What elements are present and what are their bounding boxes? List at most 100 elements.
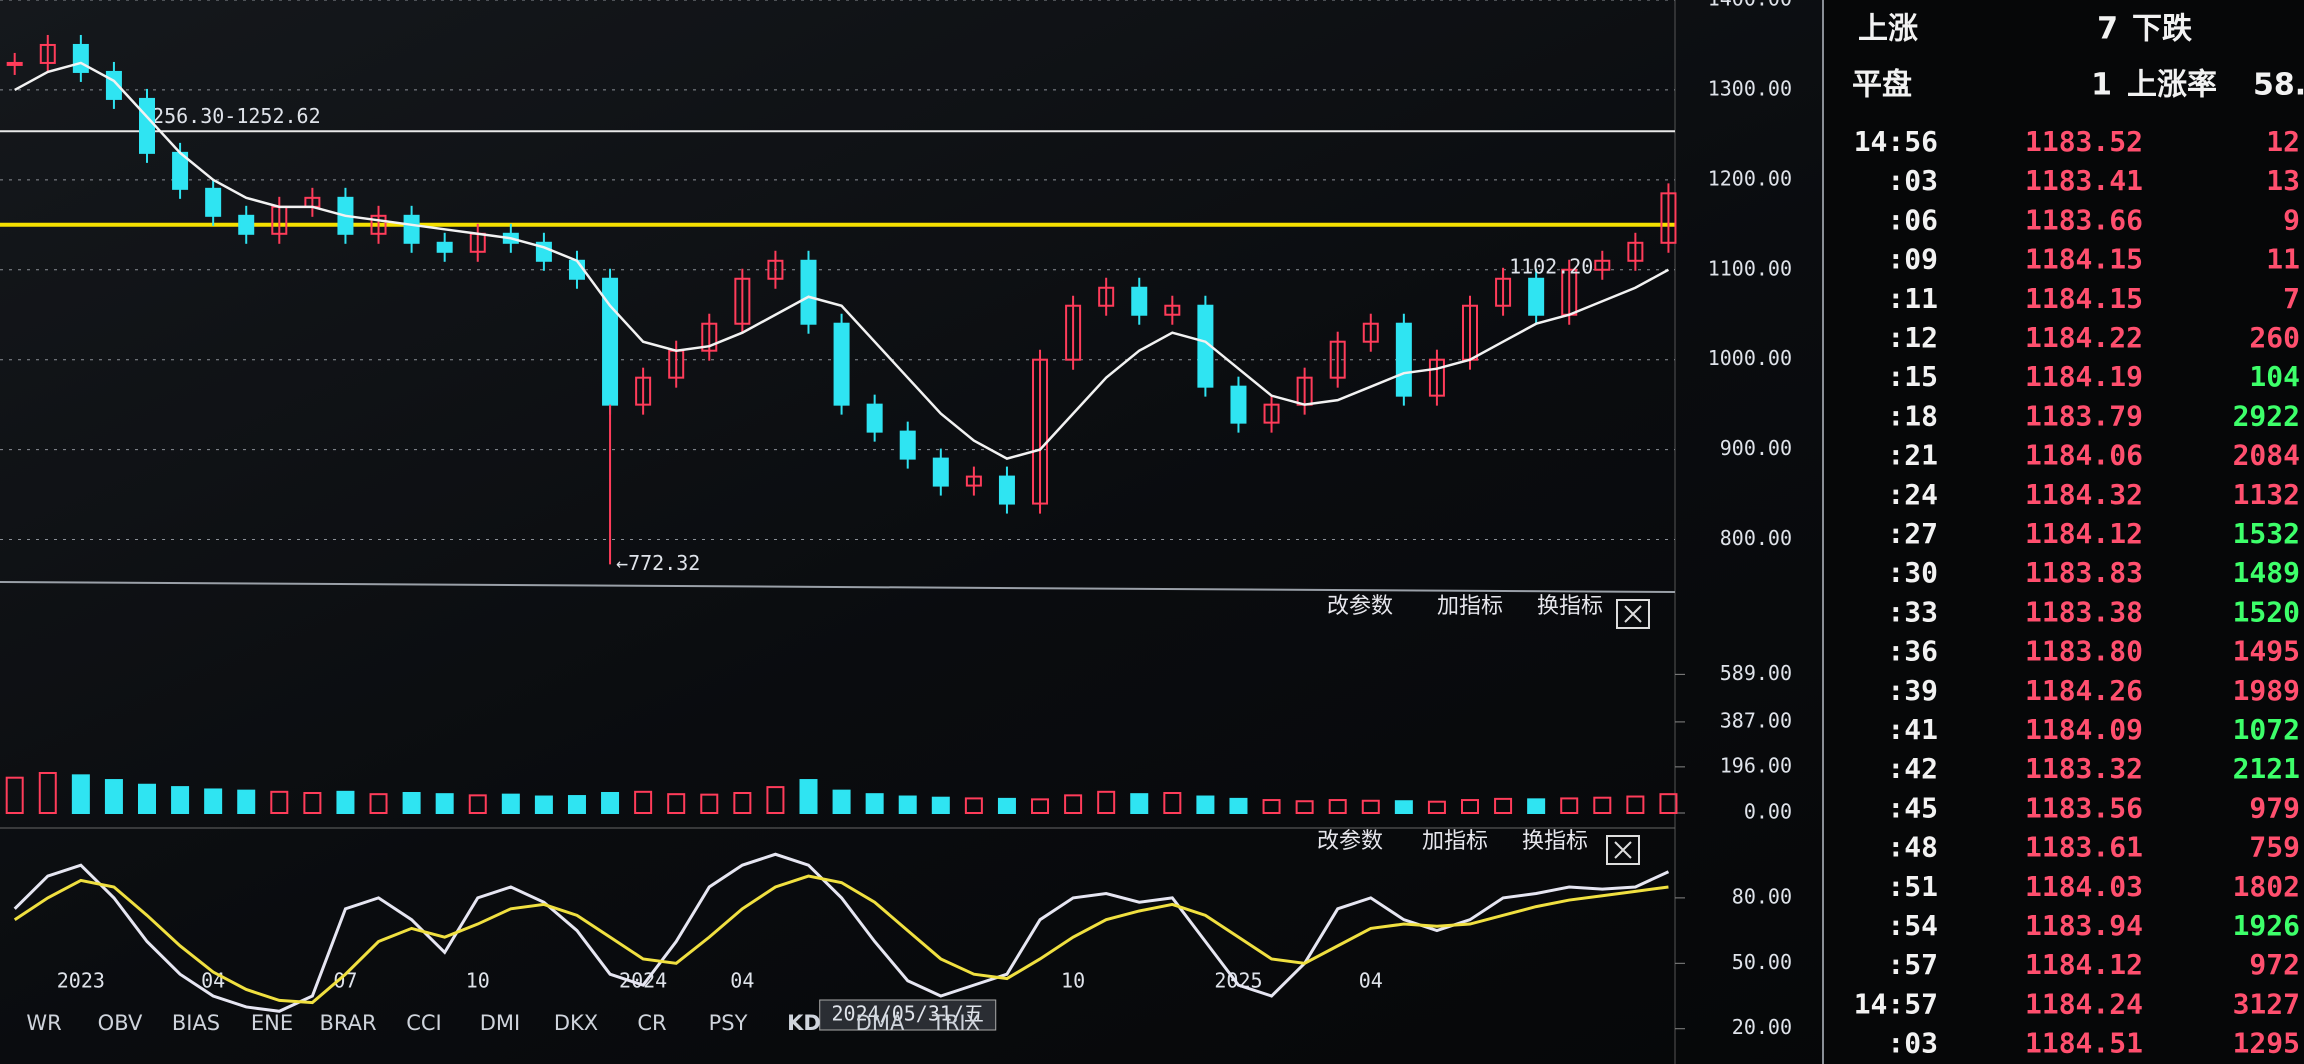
- volume-bar: [138, 783, 156, 815]
- candle: [1395, 322, 1412, 397]
- tick-price: 1184.26: [2025, 674, 2143, 707]
- y-tick-label: 1400.00: [1708, 0, 1792, 11]
- indicator-tab[interactable]: OBV: [98, 1011, 143, 1035]
- summary-text: 平盘: [1852, 68, 1912, 103]
- tick-price: 1183.79: [2025, 399, 2143, 432]
- summary-text: 58.: [2253, 68, 2304, 103]
- tick-volume: 1295: [2233, 1027, 2300, 1060]
- volume-bar: [1527, 798, 1546, 815]
- candle: [932, 457, 949, 487]
- candle: [238, 214, 255, 235]
- kd-line: [13, 852, 1670, 1013]
- candle: [139, 97, 155, 154]
- tick-time: :51: [1887, 870, 1938, 903]
- tick-volume: 1532: [2233, 517, 2300, 550]
- summary-text: 下跌: [2132, 12, 2192, 47]
- candle: [1362, 322, 1379, 343]
- tick-price: 1184.24: [2025, 987, 2143, 1020]
- volume-bar: [667, 793, 686, 814]
- volume-bar: [1328, 799, 1347, 815]
- candle: [1660, 192, 1677, 244]
- candle: [899, 430, 916, 460]
- tick-price: 1183.83: [2025, 556, 2143, 589]
- volume-bar: [303, 791, 322, 815]
- y-tick-label: 800.00: [1720, 526, 1792, 550]
- candle: [205, 187, 222, 217]
- candle: [1032, 358, 1049, 505]
- indicator-tab[interactable]: DMI: [480, 1011, 520, 1035]
- tick-time: :21: [1887, 439, 1938, 472]
- volume-bar: [38, 771, 57, 814]
- close-button[interactable]: [1616, 599, 1650, 629]
- tick-volume: 759: [2249, 831, 2300, 864]
- indicator-button[interactable]: 改参数: [1327, 594, 1393, 619]
- volume-bar: [402, 791, 421, 815]
- indicator-tab[interactable]: BIAS: [172, 1011, 220, 1035]
- candle: [1131, 286, 1148, 316]
- tick-volume: 11: [2266, 243, 2300, 276]
- tick-time: :30: [1887, 556, 1938, 589]
- x-tick-label: 04: [1359, 969, 1383, 993]
- close-button[interactable]: [1606, 835, 1640, 865]
- volume-bar: [104, 779, 123, 814]
- y-tick-label: 387.00: [1720, 708, 1792, 732]
- volume-bar: [997, 797, 1016, 815]
- volume-bar: [171, 786, 190, 814]
- candle: [965, 475, 982, 487]
- indicator-button[interactable]: 换指标: [1537, 594, 1603, 619]
- kd-line: [13, 874, 1669, 1005]
- y-tick-label: 1300.00: [1708, 76, 1792, 100]
- reference-label: 1256.30-1252.62: [140, 104, 321, 128]
- candle: [1428, 358, 1445, 397]
- indicator-tab[interactable]: KD: [787, 1011, 821, 1035]
- tick-volume: 2922: [2233, 399, 2300, 432]
- tick-volume: 2084: [2233, 439, 2300, 472]
- indicator-button[interactable]: 换指标: [1522, 829, 1588, 854]
- candle: [1627, 241, 1644, 262]
- cursor-date-box: [819, 999, 997, 1031]
- volume-bar: [567, 795, 586, 814]
- indicator-tab[interactable]: DMA: [856, 1011, 905, 1035]
- indicator-tab[interactable]: PSY: [709, 1011, 748, 1035]
- candle: [72, 43, 89, 73]
- volume-bar: [1593, 796, 1612, 815]
- candle: [1528, 277, 1545, 316]
- tick-volume: 972: [2249, 948, 2300, 981]
- panel-separator: [0, 581, 1676, 593]
- indicator-tab[interactable]: CCI: [406, 1011, 442, 1035]
- indicator-button[interactable]: 改参数: [1317, 829, 1383, 854]
- tick-volume: 1520: [2233, 595, 2300, 628]
- tick-price: 1184.19: [2025, 360, 2143, 393]
- tick-panel: [1823, 0, 2304, 1064]
- volume-bar: [501, 793, 520, 814]
- indicator-tab[interactable]: TRIX: [931, 1011, 980, 1035]
- candle: [6, 61, 23, 66]
- indicator-button[interactable]: 加指标: [1437, 594, 1503, 619]
- x-tick-label: 10: [1061, 969, 1085, 993]
- indicator-tab[interactable]: CR: [637, 1011, 666, 1035]
- summary-text: 1: [2091, 68, 2112, 103]
- indicator-button[interactable]: 加指标: [1422, 829, 1488, 854]
- summary-text: 上涨: [1858, 12, 1918, 47]
- indicator-tab[interactable]: ENE: [251, 1011, 293, 1035]
- candle: [635, 376, 652, 406]
- volume-bar: [71, 774, 90, 815]
- volume-bar: [733, 791, 752, 815]
- indicator-tab[interactable]: DKX: [554, 1011, 598, 1035]
- y-tick-label: 1200.00: [1708, 166, 1792, 190]
- candle: [1230, 385, 1247, 424]
- candle: [734, 277, 751, 325]
- tick-price: 1183.61: [2025, 831, 2143, 864]
- candle: [1065, 304, 1082, 361]
- indicator-tab[interactable]: WR: [26, 1011, 61, 1035]
- y-tick-label: 50.00: [1732, 950, 1792, 974]
- tick-price: 1183.41: [2025, 164, 2143, 197]
- tick-time: :18: [1887, 399, 1938, 432]
- tick-price: 1183.66: [2025, 203, 2143, 236]
- indicator-tab[interactable]: BRAR: [319, 1011, 376, 1035]
- volume-bar: [832, 789, 851, 815]
- y-tick-label: 589.00: [1720, 661, 1792, 685]
- tick-volume: 12: [2266, 125, 2300, 158]
- tick-price: 1184.12: [2025, 517, 2143, 550]
- tick-volume: 1926: [2233, 909, 2300, 942]
